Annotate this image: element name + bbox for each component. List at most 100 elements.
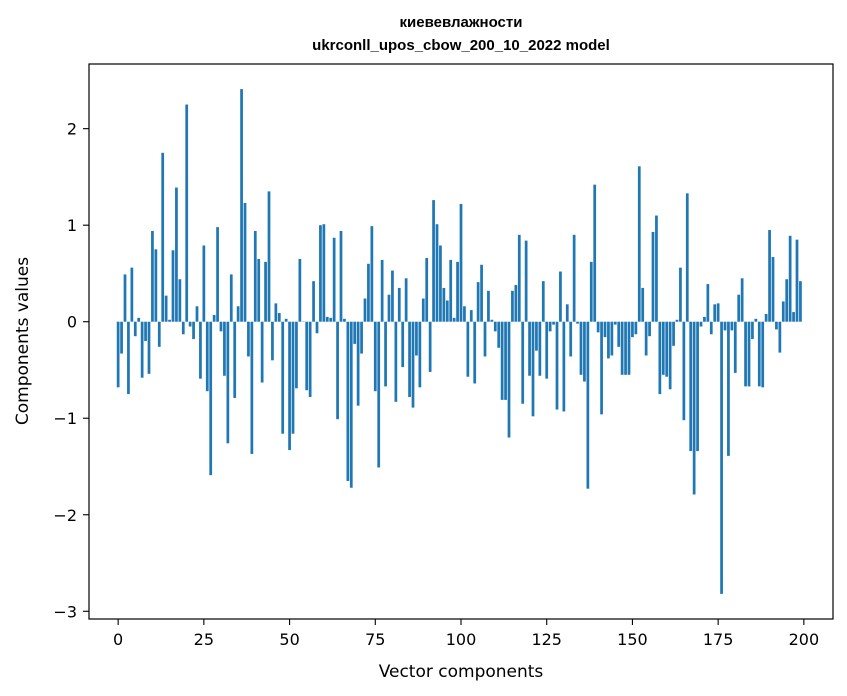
bar-component-65 [339, 230, 343, 322]
bar-component-188 [761, 321, 765, 388]
bar-component-99 [456, 261, 459, 322]
bar-component-47 [277, 313, 281, 322]
bar-component-150 [631, 321, 634, 338]
bar-component-176 [720, 321, 723, 594]
y-tick-label: −2 [53, 506, 77, 525]
x-tick-label: 75 [365, 630, 385, 649]
bar-component-173 [709, 321, 713, 335]
bar-component-53 [298, 258, 302, 322]
bar-component-162 [672, 321, 675, 346]
bar-component-48 [281, 321, 285, 434]
bar-component-69 [353, 321, 357, 344]
bar-component-12 [157, 321, 161, 347]
bar-component-132 [569, 321, 573, 357]
bar-component-189 [764, 313, 768, 322]
bar-component-32 [226, 321, 230, 444]
bar-component-97 [449, 259, 453, 322]
bar-component-37 [243, 202, 247, 322]
bar-component-29 [216, 227, 219, 322]
chart-subtitle: ukrconll_upos_cbow_200_10_2022 model [312, 37, 610, 54]
bar-component-120 [528, 321, 531, 376]
bar-component-85 [408, 321, 411, 397]
bar-component-175 [716, 303, 720, 322]
bar-component-94 [439, 245, 442, 322]
bar-component-181 [737, 294, 741, 322]
bar-component-66 [343, 318, 346, 322]
bar-component-58 [315, 321, 319, 334]
bar-component-13 [161, 152, 165, 322]
bar-component-9 [147, 321, 151, 374]
bar-component-156 [651, 231, 655, 322]
bar-component-61 [325, 316, 329, 322]
x-axis-label: Vector components [379, 662, 544, 682]
y-tick-label: 1 [67, 216, 77, 235]
bar-component-118 [521, 321, 525, 404]
bar-component-86 [411, 321, 415, 408]
bar-component-57 [312, 281, 315, 322]
bar-component-4 [130, 267, 134, 322]
bar-component-43 [264, 261, 267, 322]
bar-component-138 [589, 261, 593, 322]
bar-component-18 [178, 279, 182, 322]
bar-component-192 [775, 321, 778, 330]
bar-component-30 [219, 321, 223, 332]
bar-component-131 [565, 304, 569, 322]
bar-component-116 [514, 285, 518, 322]
bar-component-23 [195, 306, 199, 322]
x-tick-label: 50 [279, 630, 299, 649]
bar-component-177 [723, 321, 727, 331]
bar-component-143 [607, 321, 610, 359]
bar-component-60 [322, 224, 326, 322]
bar-component-154 [644, 321, 648, 356]
bar-component-107 [483, 321, 487, 357]
bar-component-160 [665, 321, 669, 377]
bar-component-35 [236, 306, 240, 322]
bar-component-186 [754, 318, 758, 322]
bar-component-151 [634, 321, 638, 335]
bar-component-126 [548, 321, 552, 332]
bar-component-170 [699, 321, 703, 327]
x-tick-label: 100 [446, 630, 477, 649]
bar-component-101 [463, 306, 466, 322]
bar-component-10 [151, 230, 154, 322]
bar-component-75 [373, 321, 377, 392]
bar-component-41 [257, 258, 261, 322]
bar-component-33 [229, 274, 233, 322]
bar-component-172 [706, 284, 710, 322]
bar-component-51 [291, 321, 295, 434]
bar-component-28 [212, 314, 216, 322]
bar-component-179 [730, 321, 734, 331]
x-tick-label: 175 [703, 630, 734, 649]
bar-component-112 [500, 321, 504, 400]
bar-component-17 [175, 187, 178, 322]
bar-component-196 [788, 235, 792, 322]
bar-component-38 [247, 321, 250, 357]
x-tick-label: 200 [789, 630, 820, 649]
bar-component-26 [205, 321, 209, 392]
bar-component-11 [154, 249, 158, 322]
bar-component-95 [442, 287, 446, 322]
bar-component-133 [572, 234, 576, 322]
bar-component-193 [778, 321, 782, 353]
bar-component-6 [137, 317, 141, 322]
bar-component-180 [733, 321, 737, 373]
bar-component-134 [576, 321, 579, 324]
bar-component-44 [267, 191, 271, 322]
bar-component-149 [627, 321, 631, 375]
bar-component-22 [192, 321, 195, 340]
bar-component-182 [740, 278, 744, 322]
x-axis-ticks: 0 25 50 75 100 125 150 175 200 [113, 619, 819, 649]
bar-component-111 [497, 321, 501, 348]
bar-component-91 [428, 321, 432, 372]
bar-component-16 [171, 250, 175, 322]
bar-component-62 [329, 317, 333, 322]
bar-component-74 [370, 226, 374, 322]
bar-component-146 [617, 321, 621, 347]
bar-component-36 [240, 89, 243, 322]
bar-component-184 [747, 321, 751, 387]
bar-component-59 [319, 225, 322, 322]
bar-component-46 [274, 303, 278, 322]
bar-component-105 [476, 282, 480, 322]
